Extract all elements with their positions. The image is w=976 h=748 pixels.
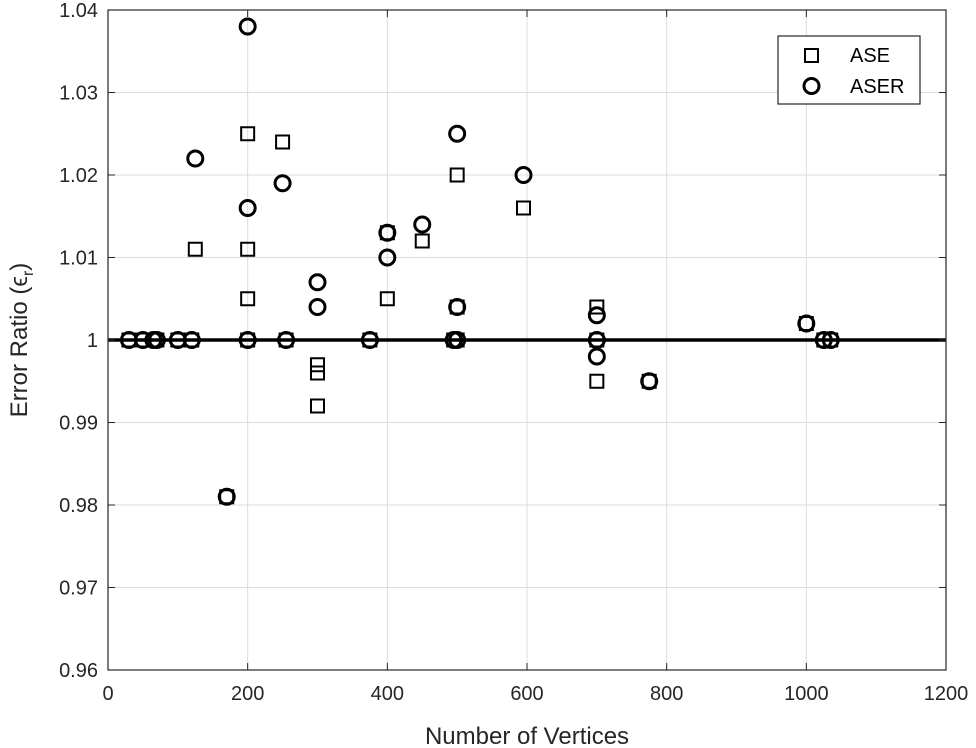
aser-circle-marker [821,331,840,349]
x-tick-label: 200 [231,683,264,705]
aser-circle-marker [413,215,432,234]
ase-square-marker [187,241,203,257]
y-axis-title: Error Ratio (ϵr) [6,263,37,418]
x-tick-label: 800 [650,683,683,705]
legend-box [777,35,921,105]
y-axis-title-main: Error Ratio ( [6,287,33,418]
y-axis-title-close: ) [6,263,33,271]
aser-circle-marker [277,331,296,349]
aser-circle-marker [147,331,166,349]
aser-circle-marker [448,298,467,316]
aser-circle-marker [797,314,816,333]
y-tick-label: 1.01 [59,248,98,270]
ase-square-marker [589,299,605,315]
ase-square-marker [240,126,256,142]
aser-circle-marker [238,331,257,349]
x-tick-label: 0 [102,683,113,705]
x-tick-label: 400 [371,683,404,705]
legend-label-ase: ASE [850,45,890,67]
ase-square-marker [310,357,325,373]
aser-circle-marker [186,149,205,168]
data-markers [119,17,840,506]
y-tick-label: 0.96 [59,660,98,682]
y-tick-label: 0.97 [59,578,98,600]
legend-marker-ase [804,48,819,63]
y-tick-label: 1.03 [59,83,98,105]
ase-square-marker [310,365,325,381]
aser-circle-marker [182,331,201,349]
x-tick-label: 1200 [924,683,969,705]
ase-square-marker [275,134,291,150]
aser-circle-marker [308,273,327,292]
x-axis-ticks: 0 200 400 600 800 1000 1200 [102,10,968,705]
y-tick-label: 0.99 [59,413,98,435]
aser-circle-marker [814,331,833,349]
ase-square-marker [379,291,395,307]
y-axis-ticks: 0.96 0.97 0.98 0.99 1 1.01 1.02 1.03 1.04 [59,0,946,682]
aser-circle-marker [587,347,606,366]
x-axis-title: Number of Vertices [425,723,629,748]
x-tick-label: 600 [510,683,543,705]
ase-square-marker [414,233,430,249]
y-tick-label: 1.02 [59,165,98,187]
legend-marker-aser [802,77,821,95]
x-tick-label: 1000 [784,683,829,705]
y-axis-title-subscript: r [20,270,37,276]
aser-circle-marker [238,17,257,36]
y-tick-label: 1 [87,330,98,352]
ase-square-marker [310,398,325,414]
aser-circle-marker [448,124,467,143]
aser-circle-marker [238,199,257,217]
aser-circle-marker [640,372,659,391]
ase-square-marker [240,291,256,307]
aser-circle-marker [360,331,379,349]
y-tick-label: 0.98 [59,495,98,517]
y-tick-label: 1.04 [59,0,98,22]
ase-square-marker [449,167,465,183]
legend: ASE ASER [777,35,921,105]
aser-circle-marker [217,487,236,506]
aser-circle-marker [273,174,292,193]
y-axis-title-symbol: ϵ [6,276,33,287]
ase-square-marker [516,200,532,216]
aser-circle-marker [514,166,533,184]
legend-label-aser: ASER [850,76,904,98]
aser-circle-marker [378,223,397,242]
aser-circle-marker [378,248,397,267]
ase-square-marker [240,241,256,257]
aser-circle-marker [587,306,606,325]
aser-circle-marker [308,298,327,316]
ase-square-marker [589,373,605,389]
aser-circle-marker [448,331,467,349]
